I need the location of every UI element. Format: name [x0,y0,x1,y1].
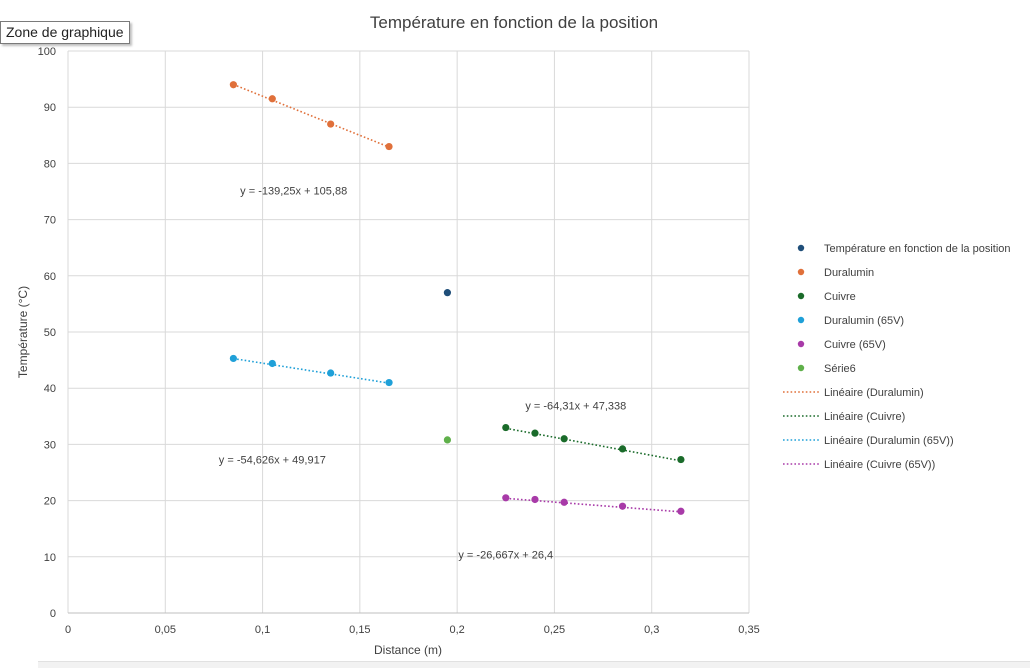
legend-entry[interactable]: Linéaire (Duralumin) [824,387,924,399]
y-axis-ticks: 0 10 20 30 40 50 60 70 80 90 100 [38,46,56,620]
trendline-equation: y = -139,25x + 105,88 [240,185,347,197]
chart-area-tooltip: Zone de graphique [0,21,130,44]
data-point[interactable] [618,445,627,453]
trendline [233,357,390,384]
y-tick-label: 40 [44,383,56,395]
x-tick-label: 0,05 [155,624,176,636]
x-axis-label: Distance (m) [374,643,442,657]
y-tick-label: 10 [44,552,56,564]
y-tick-label: 100 [38,46,56,58]
x-tick-label: 0,15 [349,624,370,636]
data-point[interactable] [268,359,276,368]
y-tick-label: 30 [44,439,56,451]
legend-marker [797,364,805,372]
x-tick-label: 0 [65,624,71,636]
y-tick-label: 20 [44,496,56,508]
data-point[interactable] [531,495,539,504]
y-tick-label: 90 [44,102,56,114]
y-tick-label: 70 [44,215,56,227]
data-point[interactable] [268,95,276,103]
data-point[interactable] [560,498,568,506]
y-tick-label: 80 [44,158,56,170]
legend-marker [797,292,805,300]
legend-marker [797,268,805,276]
legend-marker [797,316,805,324]
trendline-equation: y = -26,667x + 26,4 [458,549,553,561]
data-point[interactable] [385,142,393,151]
legend-entry[interactable]: Duralumin (65V) [824,315,904,327]
data-point[interactable] [327,369,335,377]
trendline-equation: y = -54,626x + 49,917 [219,455,326,467]
data-point[interactable] [385,378,393,387]
y-tick-label: 60 [44,271,56,283]
x-tick-label: 0,2 [449,624,464,636]
data-point[interactable] [677,455,685,464]
data-point[interactable] [229,354,237,363]
data-point[interactable] [327,120,335,128]
legend-entry[interactable]: Série6 [824,363,856,375]
sheet-bottom-strip [38,661,1030,668]
x-tick-label: 0,3 [644,624,659,636]
data-point[interactable] [443,289,452,297]
legend-marker [797,340,805,348]
data-point[interactable] [502,494,510,502]
legend-marker [797,244,805,252]
legend-entry[interactable]: Duralumin [824,267,874,279]
data-point[interactable] [502,423,510,432]
legend-entry[interactable]: Linéaire (Duralumin (65V)) [824,435,954,447]
data-point[interactable] [229,81,237,89]
trendline [505,497,681,513]
x-tick-label: 0,25 [544,624,565,636]
data-point[interactable] [560,435,568,443]
legend[interactable]: Température en fonction de la position Du… [783,243,1011,471]
legend-entry[interactable]: Cuivre (65V) [824,339,886,351]
trendline-equation: y = -64,31x + 47,338 [525,401,626,413]
y-tick-label: 50 [44,327,56,339]
trendline-equations: y = -139,25x + 105,88 y = -64,31x + 47,33… [219,185,627,561]
trendlines [233,83,682,513]
data-point[interactable] [443,436,452,444]
gridlines [67,50,750,614]
data-points [229,81,685,515]
data-point[interactable] [531,429,539,437]
data-point[interactable] [618,502,627,510]
x-axis-ticks: 0 0,05 0,1 0,15 0,2 0,25 0,3 0,35 [65,624,760,636]
x-tick-label: 0,35 [738,624,759,636]
chart-title: Température en fonction de la position [370,13,658,32]
data-point[interactable] [677,507,685,515]
legend-entry[interactable]: Cuivre [824,291,856,303]
trendline [233,83,390,148]
y-tick-label: 0 [50,608,56,620]
x-tick-label: 0,1 [255,624,270,636]
legend-entry[interactable]: Linéaire (Cuivre) [824,411,905,423]
legend-entry[interactable]: Température en fonction de la position [824,243,1011,255]
trendline [505,427,682,462]
y-axis-label: Température (°C) [16,286,30,378]
legend-entry[interactable]: Linéaire (Cuivre (65V)) [824,459,935,471]
